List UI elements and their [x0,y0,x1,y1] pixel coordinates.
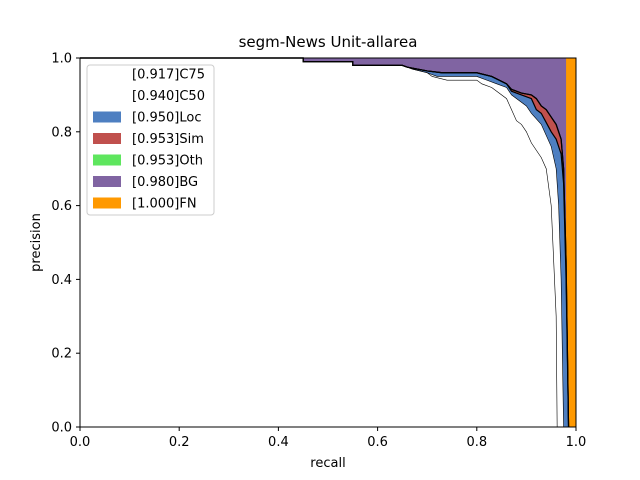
legend-swatch [93,197,121,209]
legend-swatch [93,154,121,166]
x-tick-label: 0.8 [466,435,487,450]
legend-swatch [93,176,121,187]
x-axis-label: recall [310,456,345,471]
legend-label: [0.950]Loc [132,111,201,126]
y-tick-label: 0.6 [51,199,72,214]
legend-swatch [93,111,121,123]
plot-frame [79,57,577,428]
y-tick-label: 0.0 [51,421,72,436]
x-tick-label: 0.4 [268,435,289,450]
legend-label: [0.980]BG [132,175,198,190]
x-tick-label: 0.0 [70,435,91,450]
legend-label: [0.917]C75 [132,68,205,83]
y-axis-label: precision [29,213,44,272]
y-tick-label: 0.2 [51,347,72,362]
legend-label: [0.940]C50 [132,89,205,104]
y-tick-label: 1.0 [51,52,72,67]
legend-swatch [93,68,121,80]
x-tick-label: 0.2 [169,435,190,450]
legend-label: [0.953]Sim [132,132,204,147]
line-series-group [80,57,570,428]
y-tick-label: 0.4 [51,273,72,288]
y-tick-label: 0.8 [51,125,72,140]
x-tick-label: 1.0 [566,435,587,450]
x-axis: 0.0 0.2 0.4 0.6 0.8 1.0 [70,427,587,450]
chart-title: segm-News Unit-allarea [239,33,418,51]
line-0-953-oth [80,57,570,428]
legend-label: [1.000]FN [132,197,197,212]
legend: [0.917]C75 [0.940]C50 [0.950]Loc [0.953]Sim… [86,64,215,216]
x-tick-label: 0.6 [367,435,388,450]
y-axis: 0.0 0.2 0.4 0.6 0.8 1.0 [51,52,80,436]
legend-label: [0.953]Oth [132,154,203,169]
legend-swatch [93,90,121,101]
legend-swatch [93,133,121,144]
